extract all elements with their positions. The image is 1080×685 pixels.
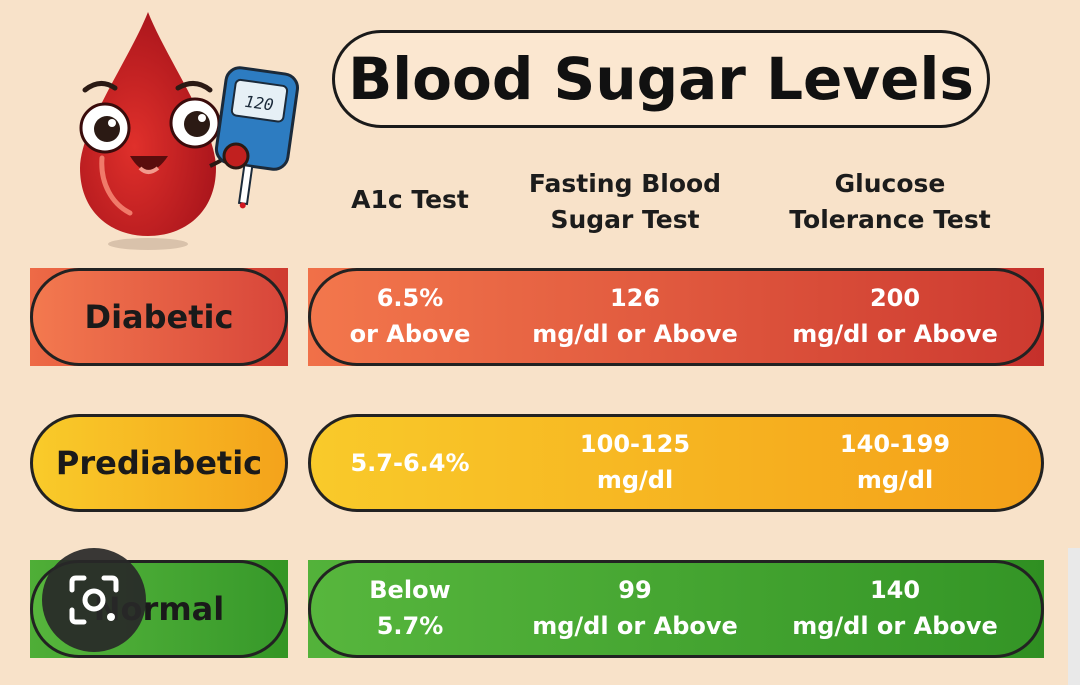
column-header-a1c: A1c Test (351, 185, 469, 214)
camera-lens-icon (69, 575, 119, 625)
diabetic-glucose-cell: 200 mg/dl or Above (792, 284, 998, 348)
row-values-prediabetic (308, 414, 1044, 512)
row-label-diabetic: Diabetic (30, 268, 288, 366)
column-header-glucose: Glucose Tolerance Test (789, 169, 991, 234)
diabetic-a1c-cell: 6.5% or Above (349, 284, 471, 348)
smile-icon (130, 156, 168, 171)
page-title: Blood Sugar Levels (348, 45, 974, 113)
drop-shadow (108, 238, 188, 250)
normal-a1c-cell: Below 5.7% (369, 576, 451, 640)
row-values-normal (308, 560, 1044, 658)
prediabetic-fasting-cell: 100-125 mg/dl (579, 430, 691, 494)
glucometer-icon: 120 (214, 66, 299, 209)
column-header-fasting: Fasting Blood Sugar Test (528, 169, 722, 234)
title-banner: Blood Sugar Levels (332, 30, 990, 128)
scroll-strip (1068, 548, 1080, 685)
normal-glucose-cell: 140 mg/dl or Above (792, 576, 998, 640)
row-values-diabetic (308, 268, 1044, 366)
prediabetic-a1c-cell: 5.7-6.4% (350, 449, 470, 477)
prediabetic-glucose-cell: 140-199 mg/dl (839, 430, 951, 494)
diabetic-fasting-cell: 126 mg/dl or Above (532, 284, 738, 348)
normal-fasting-cell: 99 mg/dl or Above (532, 576, 738, 640)
meter-reading: 120 (243, 92, 274, 115)
blood-drop-mascot: 120 (79, 12, 299, 250)
blood-drop-icon (80, 12, 216, 236)
row-label-prediabetic: Prediabetic (30, 414, 288, 512)
lens-search-button[interactable] (42, 548, 146, 652)
